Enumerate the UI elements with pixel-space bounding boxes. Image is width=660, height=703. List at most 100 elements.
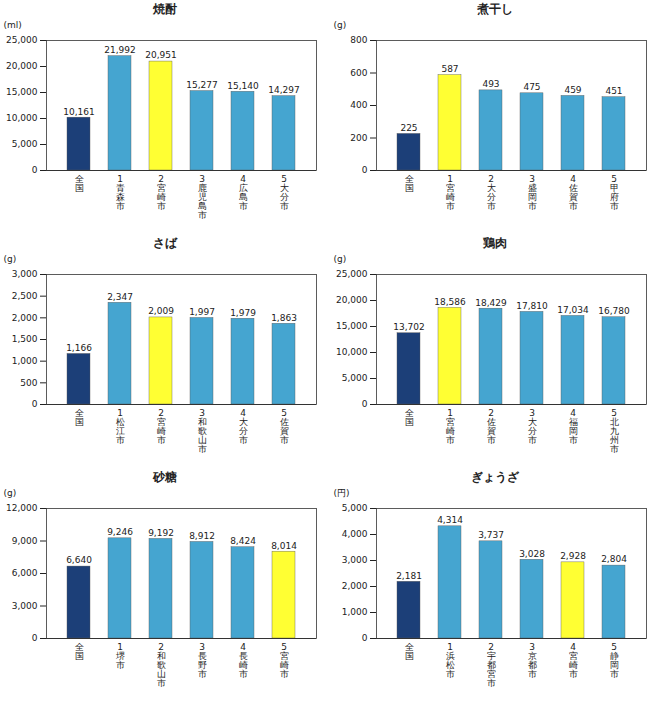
svg-text:5,000: 5,000 <box>12 139 38 149</box>
svg-text:5静岡市: 5静岡市 <box>610 642 619 679</box>
svg-text:16,780: 16,780 <box>598 306 630 316</box>
svg-text:1宮崎市: 1宮崎市 <box>446 408 455 445</box>
svg-text:4佐賀市: 4佐賀市 <box>569 174 578 211</box>
svg-text:9,192: 9,192 <box>148 528 174 538</box>
svg-text:20,000: 20,000 <box>6 61 38 71</box>
svg-text:18,586: 18,586 <box>434 297 466 307</box>
svg-text:2宇都宮市: 2宇都宮市 <box>487 642 496 688</box>
svg-text:587: 587 <box>441 64 458 74</box>
svg-text:225: 225 <box>400 123 417 133</box>
svg-text:0: 0 <box>32 399 38 409</box>
svg-text:3長野市: 3長野市 <box>198 642 207 679</box>
svg-text:10,000: 10,000 <box>6 113 38 123</box>
svg-text:1堺市: 1堺市 <box>115 642 125 670</box>
svg-text:全国: 全国 <box>75 408 84 427</box>
svg-text:3京都市: 3京都市 <box>528 642 537 679</box>
svg-text:8,014: 8,014 <box>271 541 297 551</box>
svg-text:21,992: 21,992 <box>104 45 136 55</box>
svg-text:5宮崎市: 5宮崎市 <box>280 642 289 679</box>
svg-text:600: 600 <box>350 68 367 78</box>
svg-text:6,000: 6,000 <box>12 568 38 578</box>
svg-text:(ml): (ml) <box>4 20 22 30</box>
svg-text:15,140: 15,140 <box>227 81 259 91</box>
svg-text:全国: 全国 <box>75 174 84 193</box>
svg-text:5北九州市: 5北九州市 <box>610 408 619 454</box>
svg-text:2,000: 2,000 <box>12 313 38 323</box>
svg-text:3盛岡市: 3盛岡市 <box>528 174 537 211</box>
svg-text:4広島市: 4広島市 <box>239 174 248 211</box>
svg-text:8,912: 8,912 <box>189 531 215 541</box>
svg-text:0: 0 <box>362 399 368 409</box>
svg-text:15,000: 15,000 <box>336 321 368 331</box>
svg-text:8,424: 8,424 <box>230 536 256 546</box>
svg-text:14,297: 14,297 <box>268 85 300 95</box>
svg-text:10,000: 10,000 <box>336 347 368 357</box>
svg-text:2大分市: 2大分市 <box>487 174 496 211</box>
svg-text:25,000: 25,000 <box>336 269 368 279</box>
svg-text:1,166: 1,166 <box>66 343 92 353</box>
svg-text:1,997: 1,997 <box>189 307 215 317</box>
svg-text:(円): (円) <box>334 488 350 498</box>
svg-text:1青森市: 1青森市 <box>116 174 125 211</box>
svg-text:2,500: 2,500 <box>12 291 38 301</box>
svg-text:3和歌山市: 3和歌山市 <box>198 408 207 454</box>
svg-text:17,034: 17,034 <box>557 305 589 315</box>
svg-text:459: 459 <box>564 85 581 95</box>
svg-text:2,000: 2,000 <box>342 581 368 591</box>
svg-text:17,810: 17,810 <box>516 301 548 311</box>
svg-text:12,000: 12,000 <box>6 503 38 513</box>
svg-text:5大分市: 5大分市 <box>280 174 289 211</box>
svg-text:1松江市: 1松江市 <box>116 408 125 445</box>
svg-text:15,000: 15,000 <box>6 87 38 97</box>
svg-text:全国: 全国 <box>405 174 414 193</box>
svg-text:3大分市: 3大分市 <box>528 408 537 445</box>
svg-text:2和歌山市: 2和歌山市 <box>157 642 166 688</box>
svg-text:5,000: 5,000 <box>342 503 368 513</box>
svg-text:10,161: 10,161 <box>63 107 95 117</box>
svg-text:(g): (g) <box>334 20 347 30</box>
svg-text:(g): (g) <box>334 254 347 264</box>
svg-text:9,000: 9,000 <box>12 536 38 546</box>
svg-text:4,000: 4,000 <box>342 529 368 539</box>
svg-text:3,000: 3,000 <box>12 601 38 611</box>
svg-text:0: 0 <box>362 165 368 175</box>
svg-text:6,640: 6,640 <box>66 555 92 565</box>
svg-text:(g): (g) <box>4 488 17 498</box>
svg-text:2佐賀市: 2佐賀市 <box>487 408 496 445</box>
svg-text:475: 475 <box>523 82 540 92</box>
svg-text:1,500: 1,500 <box>12 334 38 344</box>
svg-text:493: 493 <box>482 79 499 89</box>
svg-text:2宮崎市: 2宮崎市 <box>157 174 166 211</box>
svg-text:18,429: 18,429 <box>475 298 507 308</box>
svg-text:1宮崎市: 1宮崎市 <box>446 174 455 211</box>
svg-text:4長崎市: 4長崎市 <box>239 642 248 679</box>
svg-text:1浜松市: 1浜松市 <box>446 642 455 679</box>
svg-text:3,028: 3,028 <box>519 549 545 559</box>
svg-text:0: 0 <box>362 633 368 643</box>
svg-text:1,000: 1,000 <box>12 356 38 366</box>
svg-text:451: 451 <box>605 86 622 96</box>
svg-text:13,702: 13,702 <box>393 322 425 332</box>
svg-text:20,951: 20,951 <box>145 50 177 60</box>
svg-text:1,979: 1,979 <box>230 308 256 318</box>
svg-text:20,000: 20,000 <box>336 295 368 305</box>
svg-text:2,181: 2,181 <box>396 571 422 581</box>
svg-text:2,928: 2,928 <box>560 551 586 561</box>
svg-text:5,000: 5,000 <box>342 373 368 383</box>
svg-text:3,000: 3,000 <box>12 269 38 279</box>
svg-text:5佐賀市: 5佐賀市 <box>280 408 289 445</box>
svg-text:全国: 全国 <box>405 408 414 427</box>
svg-text:800: 800 <box>350 35 367 45</box>
svg-text:5甲府市: 5甲府市 <box>610 174 619 211</box>
svg-text:3,737: 3,737 <box>478 530 504 540</box>
svg-text:2,804: 2,804 <box>601 554 627 564</box>
svg-text:全国: 全国 <box>75 642 84 661</box>
svg-text:(g): (g) <box>4 254 17 264</box>
svg-text:2,009: 2,009 <box>148 306 174 316</box>
svg-text:500: 500 <box>20 378 37 388</box>
svg-text:400: 400 <box>350 100 367 110</box>
svg-text:0: 0 <box>32 633 38 643</box>
svg-text:0: 0 <box>32 165 38 175</box>
svg-text:200: 200 <box>350 133 367 143</box>
svg-text:4,314: 4,314 <box>437 515 463 525</box>
